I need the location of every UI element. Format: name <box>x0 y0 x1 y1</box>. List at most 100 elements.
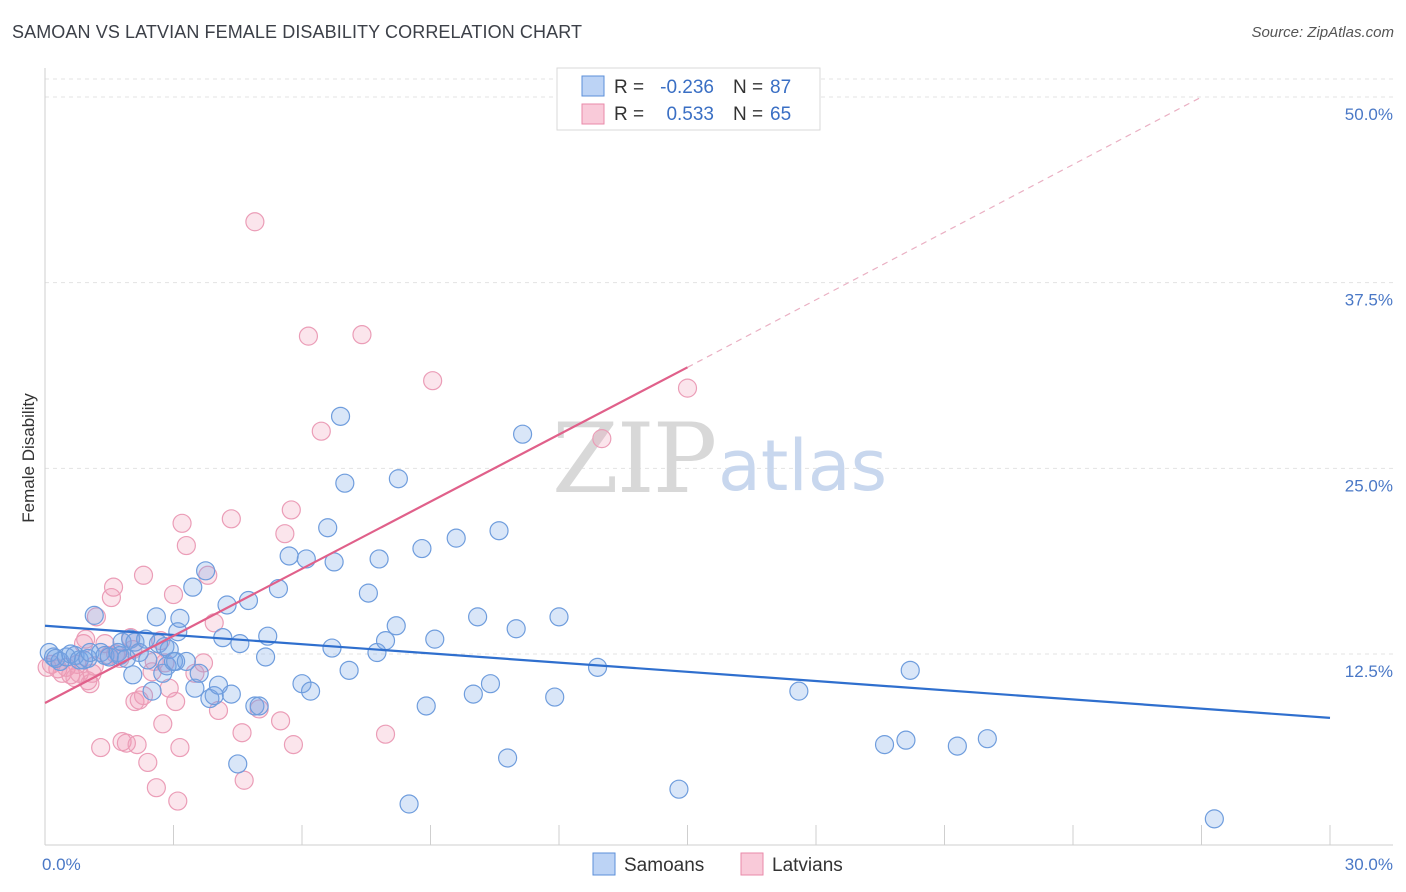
samoans-point-48 <box>230 634 250 654</box>
latvians-point-28 <box>127 735 147 755</box>
samoans-point-76 <box>463 684 483 704</box>
samoans-point-80 <box>498 748 518 768</box>
latvians-point-31 <box>133 565 154 585</box>
samoans-points <box>39 406 1224 829</box>
samoans-point-23 <box>136 629 156 649</box>
latvians-point-64 <box>423 371 443 391</box>
chart-title: SAMOAN VS LATVIAN FEMALE DISABILITY CORR… <box>12 22 583 42</box>
watermark-zip: ZIP <box>552 403 715 515</box>
latvians-point-54 <box>245 212 265 232</box>
latvians-point-40 <box>163 584 184 605</box>
latvians-point-52 <box>232 723 252 743</box>
y-tick-label-0: 12.5% <box>1345 662 1393 681</box>
axes <box>44 68 1393 846</box>
samoans-point-79 <box>489 521 509 541</box>
latvians-points <box>37 212 698 811</box>
samoans-point-58 <box>300 681 321 701</box>
top-legend: R = -0.236 N = 87 R = 0.533 N = 65 <box>556 67 821 131</box>
legend-n-label-latvians: N = <box>733 104 763 125</box>
samoans-point-88 <box>874 735 895 755</box>
latvians-point-16 <box>91 737 111 758</box>
latvians-point-42 <box>168 791 188 811</box>
y-axis-title: Female Disability <box>19 393 38 523</box>
latvians-point-53 <box>234 770 254 790</box>
legend-r-value-samoans: -0.236 <box>660 77 714 98</box>
legend-n-value-latvians: 65 <box>770 104 791 125</box>
tick-labels: 12.5% 25.0% 37.5% 50.0% 0.0% 30.0% <box>42 105 1393 874</box>
latvians-point-61 <box>311 421 331 441</box>
samoans-point-85 <box>587 657 608 677</box>
latvians-point-37 <box>153 714 173 734</box>
samoans-point-50 <box>245 696 265 716</box>
bottom-legend-label-samoans: Samoans <box>624 855 704 876</box>
latvians-point-63 <box>375 724 396 744</box>
samoans-point-81 <box>506 619 526 639</box>
samoans-point-86 <box>669 779 689 799</box>
samoans-point-83 <box>545 687 565 707</box>
samoans-point-72 <box>412 538 432 559</box>
latvians-point-41 <box>166 691 186 712</box>
legend-swatch-samoans <box>581 75 605 97</box>
latvians-point-51 <box>221 509 241 529</box>
samoans-point-31 <box>159 639 179 660</box>
samoans-point-60 <box>322 638 342 658</box>
y-tick-label-1: 25.0% <box>1345 476 1393 495</box>
trend-lines <box>44 96 1331 719</box>
latvians-trend-line <box>44 366 689 704</box>
samoans-point-40 <box>196 561 216 581</box>
latvians-point-35 <box>146 778 166 798</box>
y-tick-label-2: 37.5% <box>1345 291 1393 310</box>
samoans-point-77 <box>468 607 488 627</box>
samoans-point-11 <box>84 605 104 625</box>
samoans-point-82 <box>512 424 533 444</box>
x-tick-label-0: 0.0% <box>42 855 81 874</box>
samoans-point-91 <box>947 736 967 756</box>
samoans-point-35 <box>170 608 190 628</box>
samoans-point-46 <box>221 684 241 704</box>
latvians-point-43 <box>170 737 190 758</box>
samoans-point-51 <box>249 696 269 716</box>
latvians-point-20 <box>103 577 124 597</box>
samoans-point-10 <box>80 642 100 663</box>
samoans-point-92 <box>977 729 997 749</box>
samoans-point-84 <box>549 607 569 627</box>
bottom-legend-swatch-latvians <box>740 852 764 876</box>
samoans-point-47 <box>228 754 248 774</box>
samoans-point-69 <box>386 616 406 636</box>
samoans-point-87 <box>789 681 809 701</box>
samoans-point-64 <box>339 660 359 680</box>
latvians-point-65 <box>592 429 612 449</box>
x-tick-label-1: 30.0% <box>1345 855 1393 874</box>
samoans-point-42 <box>204 685 224 706</box>
samoans-point-78 <box>480 674 501 694</box>
latvians-point-66 <box>677 378 698 398</box>
latvians-point-45 <box>176 535 196 556</box>
samoans-point-59 <box>318 518 338 538</box>
latvians-point-59 <box>283 735 304 755</box>
latvians-point-58 <box>281 500 301 520</box>
samoans-point-55 <box>279 546 299 566</box>
samoans-point-24 <box>138 650 158 670</box>
samoans-point-39 <box>189 663 209 683</box>
latvians-point-56 <box>270 711 291 731</box>
y-tick-label-3: 50.0% <box>1345 105 1393 124</box>
latvians-point-47 <box>193 653 214 673</box>
legend-r-label-latvians: R = <box>614 104 644 125</box>
samoans-point-25 <box>142 681 162 701</box>
bottom-legend-label-latvians: Latvians <box>772 855 843 876</box>
legend-r-label-samoans: R = <box>614 77 644 98</box>
samoans-point-38 <box>185 678 205 698</box>
latvians-point-60 <box>298 326 319 346</box>
samoans-point-71 <box>399 794 419 814</box>
latvians-point-44 <box>172 513 192 533</box>
grid-lines <box>45 78 1393 655</box>
samoans-point-90 <box>900 660 920 680</box>
chart-source: Source: ZipAtlas.com <box>1251 24 1394 41</box>
legend-n-label-samoans: N = <box>733 77 763 98</box>
latvians-trend-extension <box>687 96 1202 368</box>
samoans-point-33 <box>166 651 186 672</box>
samoans-point-93 <box>1204 809 1224 829</box>
samoans-point-75 <box>446 528 466 548</box>
samoans-trend-line <box>44 624 1331 719</box>
